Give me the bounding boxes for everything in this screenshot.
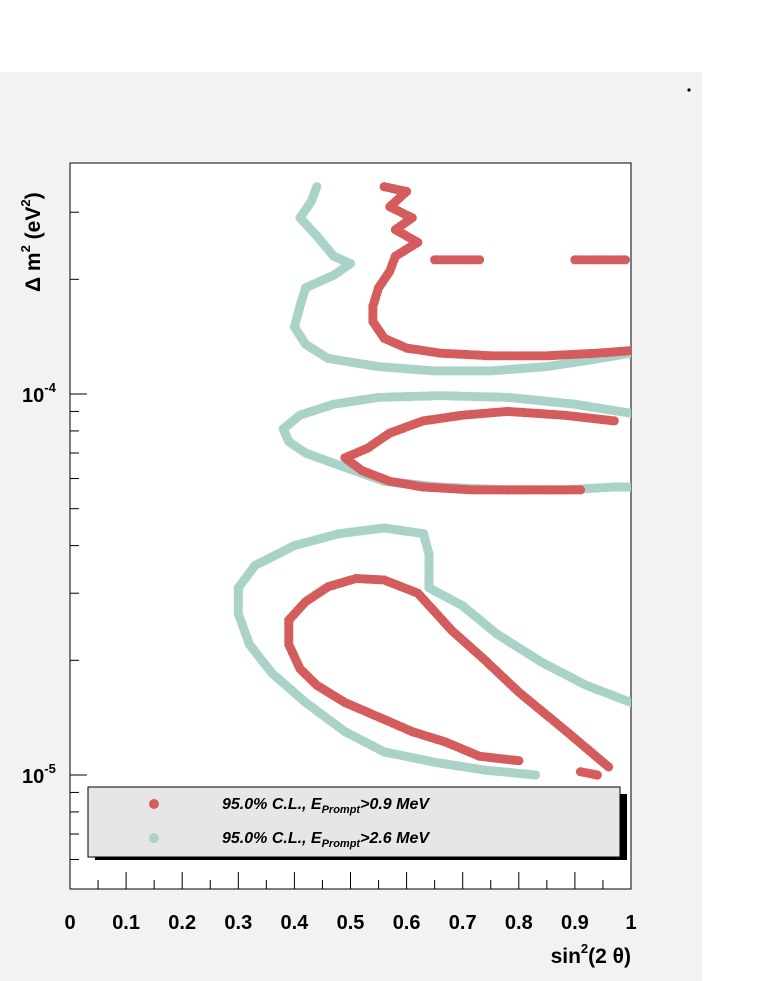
series-2 — [233, 182, 631, 780]
legend-marker-1 — [149, 799, 159, 809]
x-tick-label: 0.1 — [112, 912, 140, 934]
plot-frame — [69, 162, 632, 890]
legend: 95.0% C.L., EPrompt>0.9 MeV 95.0% C.L., E… — [87, 786, 627, 860]
y-axis-title: Δ m2 (eV2) — [18, 192, 45, 292]
series-1 — [284, 182, 631, 780]
x-tick-label: 0.7 — [449, 912, 477, 934]
y-axis-label: Δ m2 (eV2) — [18, 192, 45, 292]
series-1-point — [626, 346, 631, 356]
series-1-point — [474, 255, 485, 265]
series-1-point — [620, 255, 631, 265]
x-axis-label: sin2(2 θ) — [551, 941, 631, 968]
legend-label-1: 95.0% C.L., EPrompt>0.9 MeV — [222, 796, 430, 816]
x-tick-label: 0.3 — [224, 912, 252, 934]
series-1-point — [592, 770, 602, 780]
x-tick-label: 0.4 — [280, 912, 309, 934]
x-tick-label: 0.2 — [168, 912, 196, 934]
x-tick-label: 0.9 — [561, 912, 589, 934]
series-2-point — [531, 770, 541, 780]
series-2-point — [626, 482, 631, 492]
x-tick-label: 0.5 — [337, 912, 365, 934]
x-tick-label: 0.6 — [393, 912, 421, 934]
series-layer — [233, 182, 631, 780]
x-tick-label: 1 — [625, 912, 636, 934]
corner-dot — [687, 88, 691, 92]
axes-layer: 0 0.1 0.2 0.3 0.4 0.5 0.6 0.7 0.8 0.9 1 10-5 10-4 — [22, 211, 637, 934]
legend-label-2: 95.0% C.L., EPrompt>2.6 MeV — [222, 830, 430, 850]
x-tick-label: 0.8 — [505, 912, 533, 934]
y-tick-label: 10-5 — [22, 761, 56, 788]
x-axis-title: sin2(2 θ) — [551, 941, 631, 968]
series-1-point — [575, 485, 586, 495]
x-tick-label: 0 — [64, 912, 75, 934]
series-1-point — [514, 756, 524, 766]
legend-marker-2 — [149, 833, 159, 843]
y-tick-label: 10-4 — [22, 380, 57, 407]
legend-box — [87, 786, 621, 858]
